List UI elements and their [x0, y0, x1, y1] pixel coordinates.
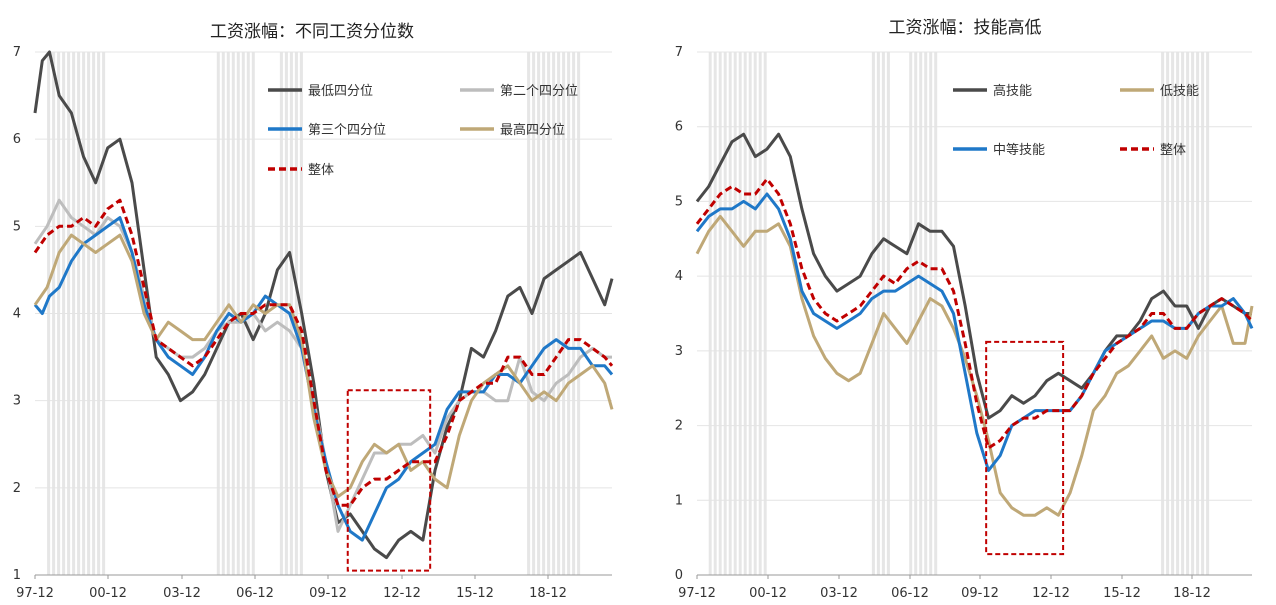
x-tick-label: 00-12 [89, 586, 127, 601]
series-line-3 [695, 177, 1254, 450]
recession-band [1161, 52, 1210, 575]
chart-skill-levels: 工资涨幅：技能高低 0 1 2 3 4 5 6 7 97-12 00-12 03-12 06-12 0… [675, 18, 1254, 601]
y-tick-label: 7 [675, 45, 683, 60]
series-line-0 [695, 132, 1252, 420]
legend-label: 第二个四分位 [500, 84, 578, 99]
x-tick-label: 15-12 [1103, 586, 1141, 601]
series-line-4 [33, 198, 614, 507]
series-line-2 [695, 192, 1254, 472]
highlight-box [985, 340, 1065, 556]
legend-label: 最低四分位 [308, 84, 373, 99]
chart-wage-quartiles: 工资涨幅：不同工资分位数 1 2 3 4 5 6 7 97-12 00-12 03-12 06-1… [13, 22, 614, 601]
x-tick-label: 06-12 [236, 586, 274, 601]
y-tick-label: 0 [675, 568, 683, 583]
x-tick-label: 03-12 [820, 586, 858, 601]
series-line-2 [33, 216, 614, 542]
legend-item: 整体 [1120, 143, 1186, 158]
legend-item: 整体 [268, 163, 334, 178]
x-tick-label: 15-12 [456, 586, 494, 601]
y-tick-label: 4 [13, 307, 21, 322]
highlight-box [346, 389, 432, 572]
y-tick-label: 1 [675, 493, 683, 508]
y-tick-label: 2 [675, 419, 683, 434]
y-tick-label: 3 [675, 344, 683, 359]
y-tick-label: 7 [13, 45, 21, 60]
x-tick-label: 97-12 [16, 586, 54, 601]
recession-band [871, 52, 890, 575]
legend-item: 高技能 [953, 83, 1032, 99]
recession-band [708, 52, 767, 575]
y-tick-label: 5 [675, 194, 683, 209]
x-tick-label: 18-12 [529, 586, 567, 601]
y-tick-label: 5 [13, 219, 21, 234]
legend-item: 低技能 [1120, 84, 1199, 99]
x-tick-label: 09-12 [309, 586, 347, 601]
x-tick-label: 12-12 [383, 586, 421, 601]
legend-label: 整体 [1160, 143, 1186, 158]
legend-item: 第三个四分位 [268, 123, 386, 138]
legend-label: 低技能 [1160, 84, 1199, 99]
legend-label: 最高四分位 [500, 122, 565, 138]
y-tick-label: 4 [675, 269, 683, 284]
x-tick-label: 06-12 [891, 586, 929, 601]
y-tick-label: 2 [13, 481, 21, 496]
y-tick-label: 1 [13, 568, 21, 583]
legend-label: 高技能 [993, 83, 1032, 99]
x-tick-label: 18-12 [1173, 586, 1211, 601]
x-tick-label: 97-12 [678, 586, 716, 601]
x-tick-label: 00-12 [749, 586, 787, 601]
y-tick-label: 6 [675, 120, 683, 135]
legend-label: 整体 [308, 163, 334, 178]
x-tick-label: 03-12 [163, 586, 201, 601]
x-tick-label: 12-12 [1032, 586, 1070, 601]
recession-band [909, 52, 938, 575]
legend-item: 最高四分位 [460, 122, 565, 138]
legend-label: 中等技能 [993, 142, 1045, 158]
y-tick-label: 3 [13, 394, 21, 409]
legend-label: 第三个四分位 [308, 123, 386, 138]
y-tick-label: 6 [13, 132, 21, 147]
chart-title: 工资涨幅：技能高低 [889, 18, 1042, 38]
legend-item: 第二个四分位 [460, 84, 578, 99]
legend-item: 中等技能 [953, 142, 1045, 158]
legend-item: 最低四分位 [268, 84, 373, 99]
chart-title: 工资涨幅：不同工资分位数 [210, 22, 414, 42]
x-tick-label: 09-12 [961, 586, 999, 601]
